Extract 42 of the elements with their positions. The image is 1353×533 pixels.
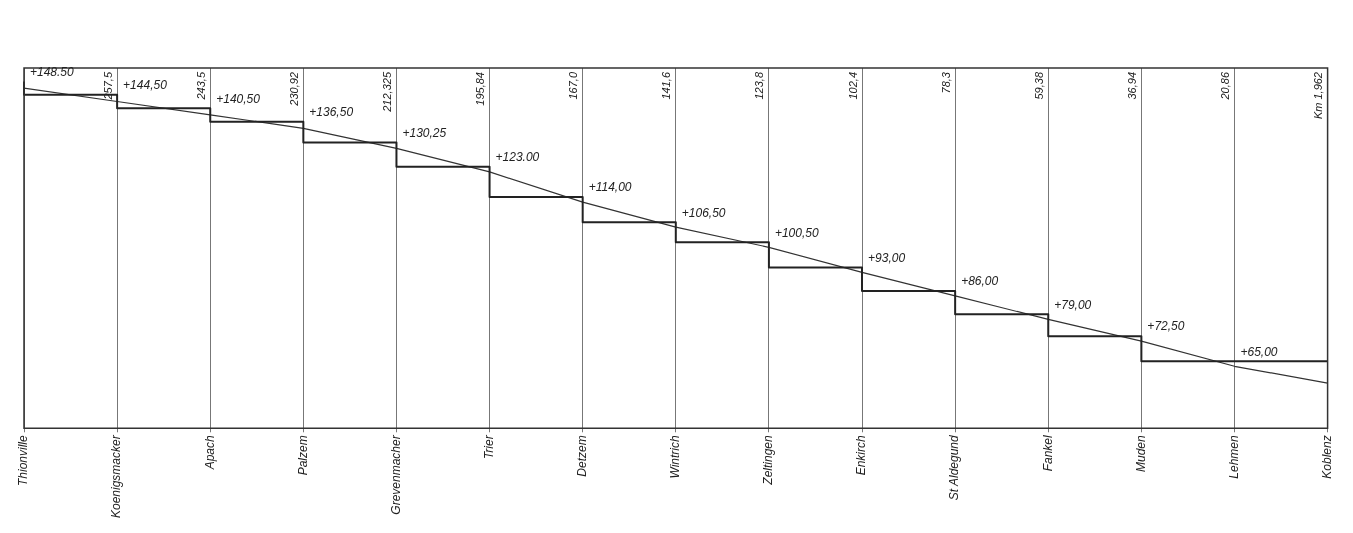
annotation: 212,325 [381,71,394,113]
x-tick-label: Enkirch [854,434,869,476]
x-tick-label: Koenigsmacker [109,434,124,519]
annotation: 36,94 [1125,72,1138,100]
annotation: Km 1,962 [1312,72,1325,120]
annotation: 243,5 [194,71,207,101]
data-label: +114,00 [588,180,632,195]
x-tick-label: Grevenmacher [388,434,403,515]
annotation: 102,4 [846,72,859,100]
annotation: 167,0 [567,71,580,100]
x-tick-label: Wintrich [668,434,683,479]
annotation: 20,86 [1219,71,1232,101]
data-label: +136,50 [309,104,354,119]
data-label: +72,50 [1147,319,1185,334]
x-tick-label: Detzem [575,435,590,477]
data-label: +140,50 [216,91,261,106]
data-label: +65,00 [1240,344,1278,359]
data-label: +106,50 [681,205,726,220]
annotation: 141,6 [660,71,673,100]
x-tick-label: Apach [202,434,217,471]
data-label: +144,50 [123,78,168,93]
annotation: 78,3 [939,71,952,94]
annotation: 123,8 [753,71,766,100]
data-label: +86,00 [961,274,999,289]
data-label: +130,25 [402,125,447,140]
x-tick-label: Thionville [16,434,31,486]
data-label: +123.00 [495,150,540,165]
x-tick-label: Lehmen [1226,434,1241,479]
annotation: 195,84 [474,72,487,106]
x-tick-label: Palzem [295,435,310,476]
x-tick-label: Trier [481,434,496,460]
data-label: +100,50 [774,225,819,240]
data-label: +79,00 [1054,297,1092,312]
x-tick-label: Zeltingen [761,434,776,486]
data-label: +93,00 [868,250,906,265]
x-tick-label: St Aldegund [947,434,962,501]
x-tick-label: Koblenz [1319,435,1334,479]
data-label: +148.50 [30,64,75,79]
x-tick-label: Fankel [1040,434,1055,472]
annotation: 59,38 [1032,71,1045,100]
x-tick-label: Muden [1133,434,1148,472]
annotation: 230,92 [287,72,300,107]
